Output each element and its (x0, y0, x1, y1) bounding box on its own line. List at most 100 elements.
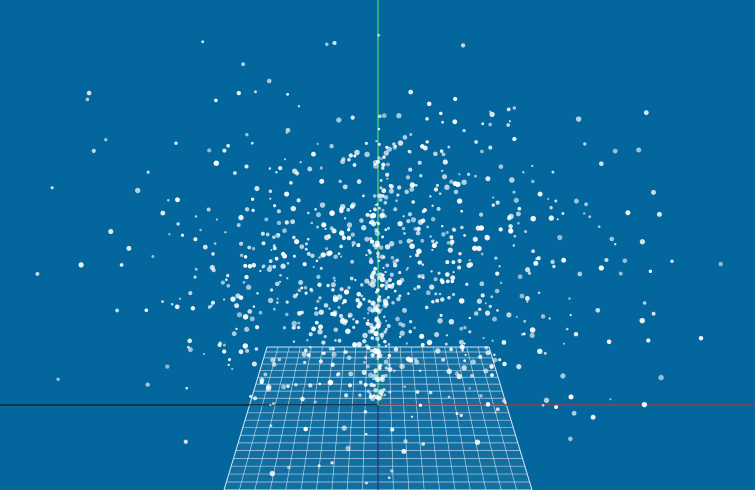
particle (401, 448, 407, 454)
particle (332, 276, 336, 280)
particle (444, 184, 450, 191)
particle (449, 347, 453, 352)
particle (377, 193, 382, 199)
particle (488, 145, 493, 150)
particle (146, 170, 150, 174)
particle (424, 305, 429, 310)
particle (375, 139, 378, 143)
particle (126, 245, 132, 251)
particle (584, 202, 588, 207)
particle (168, 233, 171, 236)
particle (327, 379, 334, 386)
particle (341, 302, 344, 305)
particle (316, 274, 321, 280)
particle (303, 348, 308, 353)
particle (415, 253, 420, 258)
particle (431, 239, 435, 243)
particle (495, 200, 500, 205)
particle (479, 281, 485, 287)
particle (258, 310, 263, 315)
particle (165, 364, 170, 369)
particle (409, 186, 415, 192)
particle (308, 383, 313, 388)
particle (337, 252, 341, 256)
particle (190, 306, 196, 311)
particle (402, 135, 408, 140)
particle (343, 289, 350, 295)
particle (488, 304, 493, 309)
particle (464, 353, 467, 356)
particle (473, 311, 479, 316)
particle (329, 144, 334, 149)
particle (291, 325, 297, 330)
particle (263, 372, 268, 377)
particle (377, 142, 381, 146)
particle (489, 111, 495, 118)
particle (203, 352, 206, 356)
particle (346, 222, 353, 228)
particle (215, 218, 218, 221)
particle (86, 90, 92, 96)
particle (356, 243, 361, 248)
particle (588, 215, 592, 219)
particle (384, 280, 389, 285)
particle (282, 253, 288, 259)
particle (389, 184, 394, 189)
particle (395, 316, 400, 322)
particle (465, 282, 469, 286)
particle (442, 159, 448, 165)
particle (434, 292, 438, 296)
particle (292, 254, 296, 258)
particle (318, 359, 323, 364)
particle (354, 278, 357, 282)
particle (282, 228, 287, 233)
particle (284, 191, 290, 197)
particle (276, 297, 279, 300)
particle (297, 321, 301, 325)
particle (531, 179, 535, 184)
particle (391, 301, 395, 305)
particle (374, 377, 377, 380)
particle (531, 164, 534, 168)
particle (285, 312, 289, 317)
particle (303, 426, 308, 432)
particle (193, 275, 197, 279)
particle (226, 283, 231, 288)
particle (437, 271, 441, 275)
particle (319, 202, 326, 208)
particle (561, 212, 565, 215)
particle (244, 326, 250, 332)
particle (484, 345, 489, 350)
particle (445, 231, 449, 234)
particle (250, 141, 254, 145)
particle (410, 415, 414, 418)
particle (269, 403, 272, 407)
particle (392, 259, 398, 265)
particle (268, 264, 272, 269)
particle (414, 183, 418, 187)
particle (421, 263, 425, 266)
particle (508, 120, 511, 123)
particle (378, 389, 384, 395)
particle (479, 394, 483, 398)
particle (460, 43, 466, 48)
particle (385, 172, 390, 177)
particle (399, 330, 405, 336)
particle (648, 269, 653, 273)
particle (282, 326, 287, 330)
particle (582, 212, 586, 215)
particle (458, 173, 461, 176)
particle (429, 284, 435, 290)
particle (430, 270, 433, 273)
particle (343, 350, 348, 354)
particle (188, 291, 193, 296)
particle (360, 294, 364, 298)
particle (642, 301, 647, 305)
particle (276, 209, 281, 214)
particle (359, 218, 364, 223)
particle (381, 166, 385, 170)
particle (606, 339, 612, 345)
particle (548, 317, 551, 320)
